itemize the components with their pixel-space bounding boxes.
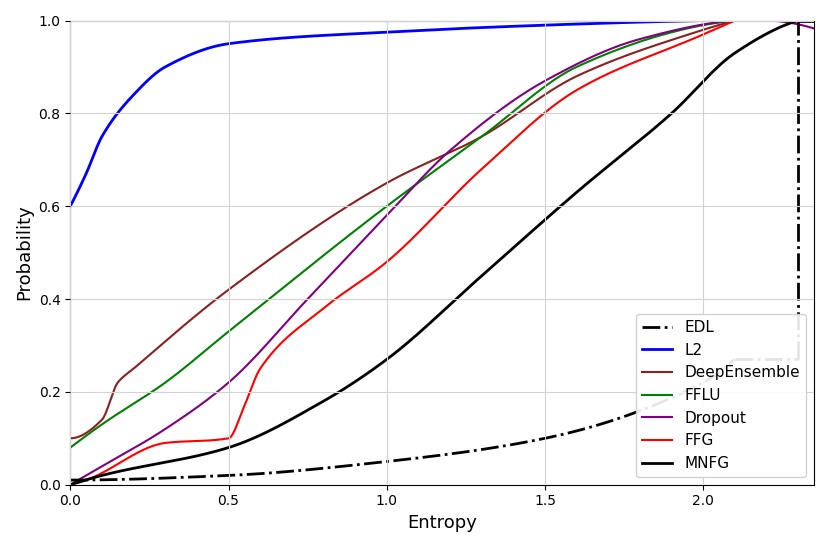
L2 <box>714 17 724 24</box>
DeepEnsemble <box>194 310 204 316</box>
EDL <box>133 476 143 482</box>
EDL <box>521 439 531 445</box>
DeepEnsemble <box>794 17 804 24</box>
L2 <box>383 29 392 36</box>
FFLU <box>65 444 75 451</box>
MNFG <box>383 356 392 362</box>
Dropout <box>350 245 360 252</box>
FFLU <box>194 352 204 359</box>
Line: DeepEnsemble: DeepEnsemble <box>70 20 813 438</box>
FFLU <box>350 227 360 234</box>
MNFG <box>808 17 818 24</box>
Dropout <box>808 25 818 32</box>
MNFG <box>65 481 75 488</box>
Line: FFLU: FFLU <box>70 20 813 447</box>
EDL <box>595 421 604 428</box>
MNFG <box>150 461 160 468</box>
L2 <box>65 203 75 210</box>
FFLU <box>383 202 392 209</box>
L2 <box>808 17 818 24</box>
EDL <box>729 356 739 363</box>
Dropout <box>383 211 392 218</box>
L2 <box>350 31 360 37</box>
FFG <box>150 442 160 449</box>
MNFG <box>350 378 360 385</box>
FFG <box>714 24 724 31</box>
DeepEnsemble <box>808 17 818 24</box>
MNFG <box>792 17 802 24</box>
FFLU <box>729 17 739 24</box>
DeepEnsemble <box>714 22 724 28</box>
L2 <box>697 17 707 24</box>
MNFG <box>194 452 204 458</box>
L2 <box>194 48 204 55</box>
Dropout <box>729 17 739 24</box>
FFG <box>65 481 75 488</box>
FFLU <box>794 17 804 24</box>
L2 <box>150 71 160 77</box>
Line: FFG: FFG <box>70 20 813 485</box>
FFG <box>794 17 804 24</box>
FFLU <box>714 19 724 26</box>
DeepEnsemble <box>150 347 160 353</box>
Dropout <box>65 481 75 488</box>
Y-axis label: Probability: Probability <box>15 205 33 300</box>
Line: Dropout: Dropout <box>70 20 813 485</box>
Line: L2: L2 <box>70 20 813 206</box>
FFG <box>729 17 739 24</box>
EDL <box>65 477 75 484</box>
DeepEnsemble <box>65 435 75 441</box>
Line: MNFG: MNFG <box>70 20 813 485</box>
X-axis label: Entropy: Entropy <box>407 514 476 532</box>
DeepEnsemble <box>383 179 392 186</box>
FFG <box>808 17 818 24</box>
FFG <box>350 282 360 288</box>
L2 <box>794 17 804 24</box>
Line: EDL: EDL <box>70 359 734 480</box>
Dropout <box>714 19 724 25</box>
FFLU <box>808 17 818 24</box>
Dropout <box>794 21 804 28</box>
FFLU <box>150 386 160 393</box>
EDL <box>583 424 593 431</box>
EDL <box>358 461 368 467</box>
EDL <box>334 463 344 470</box>
FFG <box>194 438 204 444</box>
Legend: EDL, L2, DeepEnsemble, FFLU, Dropout, FFG, MNFG: EDL, L2, DeepEnsemble, FFLU, Dropout, FF… <box>635 314 806 477</box>
DeepEnsemble <box>350 198 360 205</box>
MNFG <box>794 17 804 24</box>
Dropout <box>194 403 204 409</box>
DeepEnsemble <box>729 17 739 24</box>
Dropout <box>150 432 160 439</box>
FFG <box>383 258 392 264</box>
MNFG <box>714 62 724 69</box>
